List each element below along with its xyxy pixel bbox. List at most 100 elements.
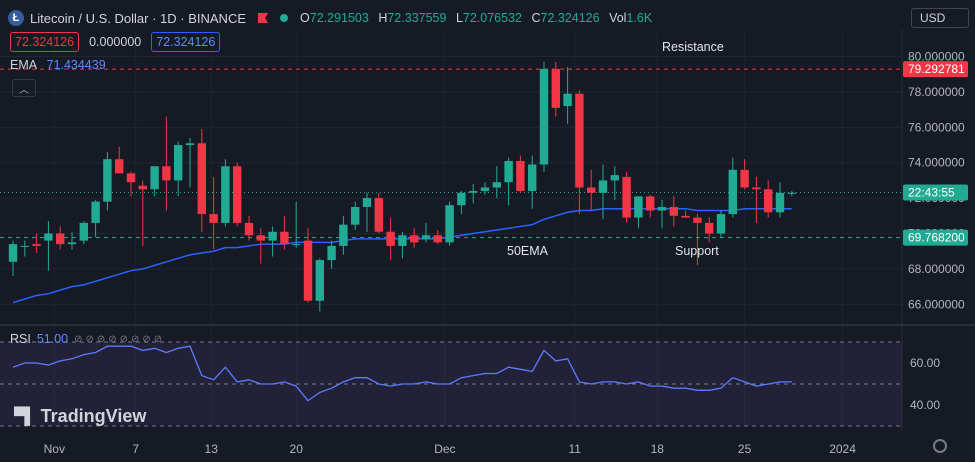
candle-body [256, 235, 265, 241]
candle [728, 157, 737, 218]
candle [115, 146, 124, 174]
candle [268, 226, 277, 257]
candle [362, 192, 372, 232]
spread-value: 0.000000 [89, 35, 142, 49]
candle-body [315, 260, 324, 301]
candle-body [20, 245, 29, 247]
candle-body [103, 159, 112, 202]
symbol-title[interactable]: Litecoin / U.S. Dollar · 1D · BINANCE [30, 10, 247, 26]
candle-body [8, 244, 18, 262]
currency-select[interactable]: USD [911, 8, 969, 28]
support-price-label-bg [903, 229, 968, 246]
gear-icon[interactable] [933, 439, 947, 453]
candle [256, 228, 265, 264]
candle-body [657, 206, 667, 211]
x-tick-label: 11 [568, 442, 581, 456]
ohlc-readout: O72.291503 H72.337559 L72.076532 C72.324… [300, 11, 653, 25]
rsi-tick-label: 60.00 [910, 356, 940, 370]
candle [528, 155, 537, 209]
candle [410, 228, 419, 248]
ema-value: 71.434439 [46, 58, 106, 72]
rsi-value: 51.00 [36, 332, 69, 346]
candle [56, 226, 65, 250]
candle-body [126, 173, 136, 183]
candle [610, 166, 619, 200]
rsi-line [12, 345, 792, 402]
candle-body [421, 235, 431, 239]
x-tick-label: 2024 [829, 442, 856, 456]
countdown-label: 22:43:55 [908, 185, 955, 199]
candle [480, 182, 490, 195]
rsi-name: RSI [10, 332, 31, 346]
y-tick-label: 76.000000 [908, 120, 965, 134]
candle [386, 217, 395, 261]
candle-body [280, 231, 289, 245]
buy-price-button[interactable]: 72.324126 [151, 32, 221, 52]
candle-body [539, 68, 549, 165]
candle [634, 196, 643, 229]
candle [44, 221, 53, 271]
candle [740, 159, 749, 190]
open-value: 72.291503 [309, 11, 369, 25]
candle [374, 192, 383, 234]
candle-body [728, 169, 737, 215]
candle-body [563, 93, 572, 107]
candle [646, 194, 655, 218]
candle-body [598, 180, 608, 193]
candle [716, 210, 726, 238]
candle [516, 155, 525, 193]
x-tick-label: 20 [290, 442, 304, 456]
candle-body [303, 240, 313, 301]
flag-icon[interactable] [258, 13, 269, 23]
candle [764, 180, 773, 218]
candle [339, 215, 348, 255]
candle-body [622, 176, 631, 218]
bid-ask-row: 72.324126 0.000000 72.324126 [10, 32, 221, 52]
candle-body [610, 175, 619, 181]
x-tick-label: 25 [738, 442, 752, 456]
candle-body [410, 235, 419, 243]
candle-body [516, 160, 525, 192]
candle [185, 137, 195, 188]
candle-body [79, 222, 88, 241]
volume-value: 1.6K [626, 11, 653, 25]
resistance-price-label: 79.292781 [908, 62, 965, 76]
candle-body [351, 206, 360, 225]
sell-price-button[interactable]: 72.324126 [10, 32, 80, 52]
rsi-legend[interactable]: RSI 51.00 ⊘⊘⊘⊘⊘⊘⊘⊘ [10, 332, 165, 346]
tradingview-logo[interactable]: ▀▌ TradingView [14, 406, 146, 427]
candle [457, 191, 466, 215]
collapse-legend-button[interactable]: ︿ [12, 79, 36, 97]
candle [669, 196, 678, 227]
candle-body [752, 187, 761, 190]
candle [787, 191, 796, 197]
ema-name: EMA [10, 58, 38, 72]
candle-body [646, 196, 655, 211]
candle-body [764, 189, 773, 213]
candle-body [268, 231, 277, 241]
candle [598, 164, 608, 220]
support-price-label: 69.768200 [908, 231, 965, 245]
candle-body [162, 166, 171, 181]
candle-body [693, 217, 702, 223]
candle-body [174, 145, 183, 181]
candle [469, 183, 478, 204]
candle [292, 201, 301, 248]
candle [351, 201, 360, 230]
candle-body [445, 205, 454, 243]
tradingview-icon: ▀▌ [14, 407, 36, 425]
chart-header: Ł Litecoin / U.S. Dollar · 1D · BINANCE … [8, 8, 658, 28]
candle [587, 169, 596, 211]
candle [233, 162, 242, 227]
ema-annotation: 50EMA [507, 244, 549, 258]
candle [657, 199, 667, 229]
candle-body [705, 222, 714, 234]
candle [492, 166, 501, 199]
candle-body [575, 93, 584, 188]
candle-body [233, 166, 242, 223]
candle [103, 152, 112, 211]
candle [327, 240, 336, 269]
ema-legend[interactable]: EMA 71.434439 [10, 58, 106, 72]
market-status-icon [280, 14, 289, 22]
